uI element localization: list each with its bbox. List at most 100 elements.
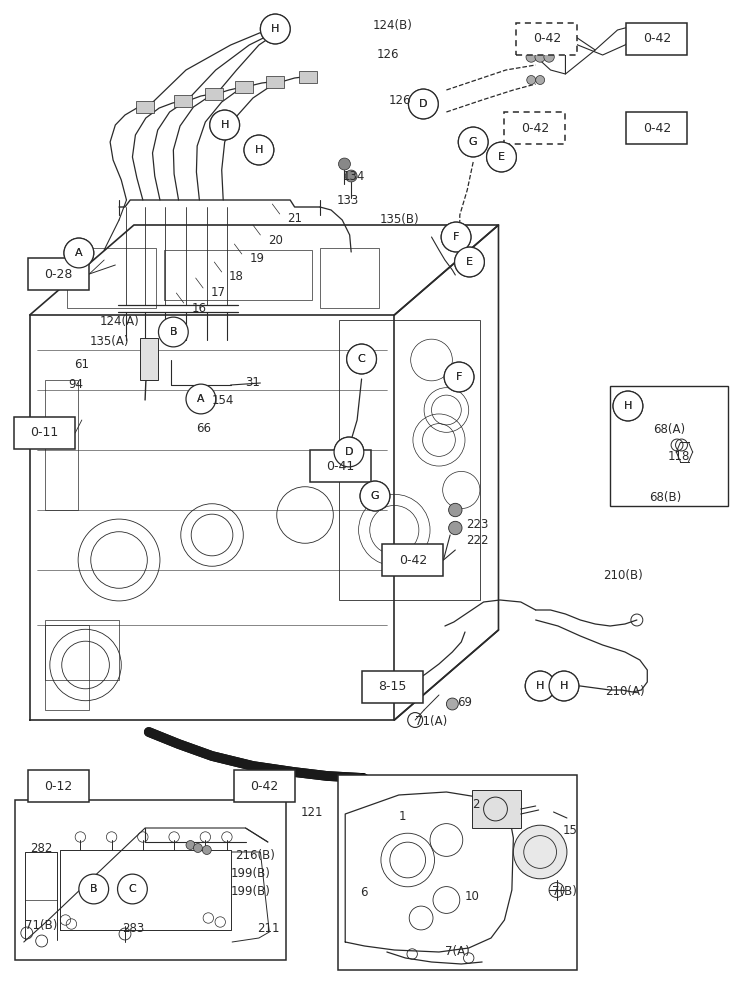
Bar bbox=[504, 112, 565, 144]
Text: 135(A): 135(A) bbox=[89, 334, 129, 348]
Text: 71(A): 71(A) bbox=[415, 716, 447, 728]
Text: C: C bbox=[358, 354, 365, 364]
Text: H: H bbox=[220, 120, 229, 130]
Bar bbox=[15, 800, 286, 960]
Circle shape bbox=[345, 170, 357, 182]
Text: H: H bbox=[559, 681, 568, 691]
Text: H: H bbox=[271, 24, 280, 34]
Circle shape bbox=[513, 825, 567, 879]
Circle shape bbox=[334, 437, 364, 467]
Text: H: H bbox=[559, 681, 568, 691]
Circle shape bbox=[458, 127, 488, 157]
Text: 68(A): 68(A) bbox=[653, 424, 685, 436]
Text: 0-42: 0-42 bbox=[250, 780, 278, 792]
Text: 18: 18 bbox=[229, 270, 244, 284]
Circle shape bbox=[210, 110, 240, 140]
Text: 31: 31 bbox=[246, 376, 260, 389]
Text: 0-12: 0-12 bbox=[44, 780, 72, 792]
Circle shape bbox=[186, 841, 195, 849]
Circle shape bbox=[455, 247, 484, 277]
Circle shape bbox=[525, 671, 555, 701]
Text: 20: 20 bbox=[268, 233, 283, 246]
Text: E: E bbox=[498, 152, 505, 162]
Circle shape bbox=[64, 238, 94, 268]
Circle shape bbox=[441, 222, 471, 252]
Bar bbox=[45, 620, 119, 680]
Text: 134: 134 bbox=[343, 170, 365, 184]
Bar bbox=[174, 95, 192, 107]
Circle shape bbox=[449, 521, 462, 535]
Bar bbox=[472, 790, 521, 828]
Text: 154: 154 bbox=[212, 394, 234, 408]
Circle shape bbox=[339, 158, 350, 170]
Text: G: G bbox=[469, 137, 478, 147]
Text: 216(B): 216(B) bbox=[235, 848, 275, 861]
Text: H: H bbox=[220, 120, 229, 130]
Text: 211: 211 bbox=[257, 922, 280, 934]
Text: F: F bbox=[453, 232, 459, 242]
Text: C: C bbox=[358, 354, 365, 364]
Text: 68(B): 68(B) bbox=[649, 490, 681, 504]
Text: 1: 1 bbox=[399, 810, 406, 824]
Bar bbox=[338, 775, 577, 970]
Circle shape bbox=[244, 135, 274, 165]
Text: G: G bbox=[371, 491, 379, 501]
Circle shape bbox=[441, 222, 471, 252]
Text: 94: 94 bbox=[68, 378, 83, 391]
Text: 16: 16 bbox=[191, 302, 206, 314]
Text: 126: 126 bbox=[376, 47, 399, 60]
Circle shape bbox=[260, 14, 290, 44]
Text: 0-42: 0-42 bbox=[399, 554, 427, 566]
Text: 210(A): 210(A) bbox=[606, 686, 645, 698]
Text: 2: 2 bbox=[472, 798, 479, 810]
Circle shape bbox=[526, 52, 536, 62]
Circle shape bbox=[613, 391, 643, 421]
Text: 199(B): 199(B) bbox=[231, 886, 271, 898]
Circle shape bbox=[408, 89, 438, 119]
Bar bbox=[45, 380, 78, 510]
Circle shape bbox=[444, 362, 474, 392]
Circle shape bbox=[160, 319, 187, 345]
Bar bbox=[67, 248, 156, 308]
Text: B: B bbox=[170, 327, 177, 337]
Circle shape bbox=[334, 437, 364, 467]
Circle shape bbox=[244, 135, 274, 165]
Circle shape bbox=[549, 671, 579, 701]
Text: 0-42: 0-42 bbox=[643, 121, 671, 134]
Circle shape bbox=[347, 344, 376, 374]
Text: 283: 283 bbox=[122, 922, 144, 934]
Text: 71(B): 71(B) bbox=[25, 920, 58, 932]
Text: 0-41: 0-41 bbox=[326, 460, 354, 473]
Text: E: E bbox=[498, 152, 505, 162]
Bar bbox=[234, 770, 295, 802]
Text: 15: 15 bbox=[562, 824, 577, 838]
Bar bbox=[14, 417, 75, 449]
Text: F: F bbox=[456, 372, 462, 382]
Text: F: F bbox=[453, 232, 459, 242]
Bar bbox=[516, 23, 577, 55]
Circle shape bbox=[408, 89, 438, 119]
Text: 17: 17 bbox=[211, 286, 225, 300]
Text: 0-11: 0-11 bbox=[31, 426, 59, 440]
Circle shape bbox=[260, 14, 290, 44]
Text: A: A bbox=[75, 248, 83, 258]
Text: A: A bbox=[75, 248, 83, 258]
Circle shape bbox=[525, 671, 555, 701]
Text: 0-42: 0-42 bbox=[533, 32, 561, 45]
Text: 0-42: 0-42 bbox=[521, 121, 549, 134]
Text: H: H bbox=[254, 145, 263, 155]
Bar bbox=[626, 23, 687, 55]
Circle shape bbox=[613, 391, 643, 421]
Text: F: F bbox=[456, 372, 462, 382]
Text: 21: 21 bbox=[287, 213, 302, 226]
Bar bbox=[235, 81, 253, 93]
Text: D: D bbox=[344, 447, 353, 457]
Text: 10: 10 bbox=[464, 890, 479, 904]
Text: H: H bbox=[536, 681, 545, 691]
Text: H: H bbox=[536, 681, 545, 691]
Text: 124(A): 124(A) bbox=[100, 316, 139, 328]
Circle shape bbox=[158, 317, 188, 347]
Circle shape bbox=[487, 142, 516, 172]
Text: 223: 223 bbox=[466, 518, 488, 530]
Circle shape bbox=[118, 874, 147, 904]
